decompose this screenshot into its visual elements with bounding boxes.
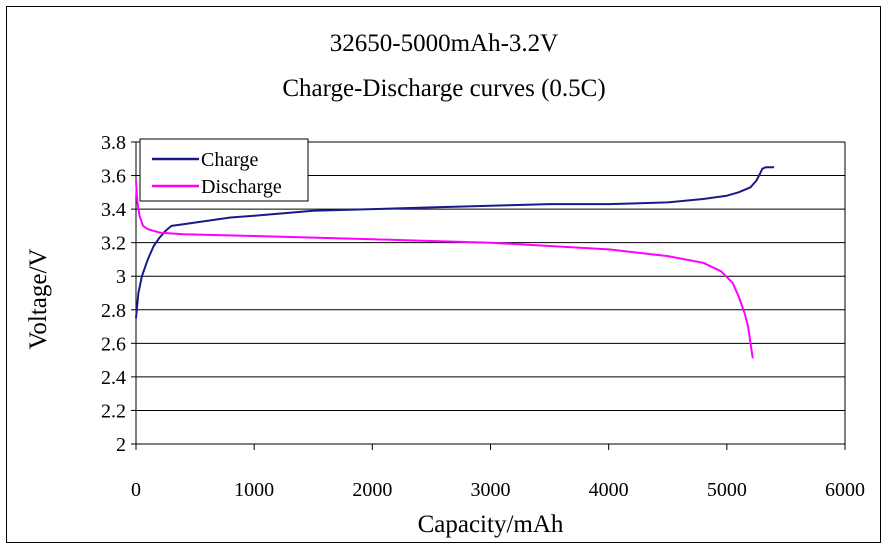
legend: Charge Discharge	[139, 138, 309, 202]
y-tick-label: 2.4	[101, 367, 126, 389]
y-tick-label: 3.2	[101, 233, 126, 255]
chart-title: 32650-5000mAh-3.2V	[329, 30, 559, 57]
y-tick-label: 3.4	[101, 199, 126, 221]
x-tick-label: 5000	[707, 479, 747, 501]
series-line-charge	[135, 166, 775, 319]
legend-label-discharge: Discharge	[201, 176, 282, 198]
legend-label-charge: Charge	[201, 149, 259, 171]
y-tick-label: 2.2	[101, 400, 126, 422]
series-layer	[135, 166, 775, 359]
x-tick-label: 0	[131, 479, 141, 501]
y-tick-label: 2.8	[101, 300, 126, 322]
y-tick-label: 3.8	[101, 132, 126, 154]
y-axis-label: Voltage/V	[25, 249, 52, 350]
y-tick-label: 3.6	[101, 166, 126, 188]
y-tick-label: 3	[116, 266, 126, 288]
chart-frame	[6, 6, 881, 543]
x-tick-label: 4000	[589, 479, 629, 501]
x-tick-label: 3000	[471, 479, 511, 501]
y-tick-label: 2	[116, 434, 126, 456]
x-tick-label: 1000	[234, 479, 274, 501]
x-axis-label: Capacity/mAh	[418, 511, 564, 538]
series-line-discharge	[135, 180, 754, 359]
y-tick-label: 2.6	[101, 333, 126, 355]
axes: 2 2.2 2.4 2.6 2.8 3 3.2 3.4 3.6 3.8 0 1000 2000 3000 4…	[101, 132, 865, 501]
legend-box	[139, 138, 309, 202]
x-tick-label: 6000	[825, 479, 865, 501]
x-tick-label: 2000	[352, 479, 392, 501]
chart-subtitle: Charge-Discharge curves (0.5C)	[282, 75, 606, 102]
